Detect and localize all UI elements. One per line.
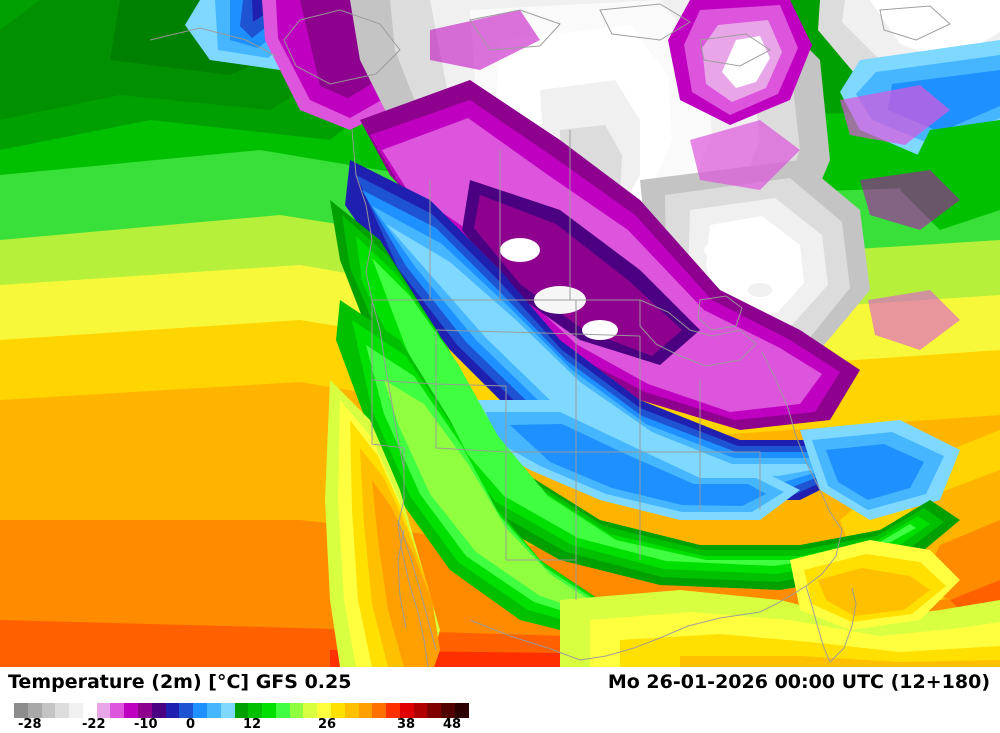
colorbar-swatch [303, 703, 318, 718]
colorbar-swatch [344, 703, 359, 718]
colorbar-tick: 26 [318, 717, 337, 732]
colorbar-swatch [455, 703, 469, 718]
colorbar-swatch [427, 703, 442, 718]
colorbar-swatch [138, 703, 152, 718]
colorbar-tick-labels: -28 -22 -10 0 12 26 38 48 [0, 717, 500, 733]
colorbar-swatch [179, 703, 194, 718]
colorbar-swatch [27, 703, 42, 718]
colorbar-swatch [413, 703, 428, 718]
colorbar-swatch [193, 703, 207, 718]
colorbar-swatch [441, 703, 455, 718]
colorbar-swatch [358, 703, 373, 718]
colorbar-swatch [386, 703, 400, 718]
colorbar-tick: -22 [82, 717, 106, 732]
colorbar-swatch [96, 703, 111, 718]
colorbar-swatch [82, 703, 97, 718]
colorbar-tick: 38 [397, 717, 416, 732]
colorbar-swatch [69, 703, 83, 718]
colorbar-swatch [275, 703, 290, 718]
colorbar-swatch [262, 703, 276, 718]
temperature-map[interactable] [0, 0, 1000, 667]
colorbar-swatch [248, 703, 263, 718]
colorbar-swatch [289, 703, 304, 718]
colorbar-swatch [330, 703, 345, 718]
colorbar-left-arrow [1, 703, 14, 717]
colorbar-swatch [165, 703, 180, 718]
map-raster [0, 0, 1000, 667]
colorbar-swatch [220, 703, 235, 718]
colorbar-swatch [41, 703, 56, 718]
colorbar-swatch [124, 703, 139, 718]
colorbar-swatch [151, 703, 166, 718]
colorbar-tick: 12 [243, 717, 262, 732]
map-footer: Temperature (2m) [°C] GFS 0.25 Mo 26-01-… [0, 667, 1000, 733]
colorbar-swatch [55, 703, 70, 718]
colorbar-swatch [372, 703, 387, 718]
colorbar-swatch [234, 703, 249, 718]
colorbar-tick: -10 [134, 717, 158, 732]
colorbar-swatch [399, 703, 414, 718]
colorbar-tick: -28 [18, 717, 42, 732]
colorbar-swatch [206, 703, 221, 718]
colorbar-tick: 48 [443, 717, 462, 732]
map-title: Temperature (2m) [°C] GFS 0.25 [8, 671, 352, 693]
colorbar-swatch [14, 703, 28, 718]
colorbar-swatch [110, 703, 125, 718]
colorbar-tick: 0 [186, 717, 196, 732]
colorbar-swatch [317, 703, 331, 718]
model-run-info: Mo 26-01-2026 00:00 UTC (12+180) [607, 671, 990, 693]
temperature-colorbar [1, 703, 469, 718]
